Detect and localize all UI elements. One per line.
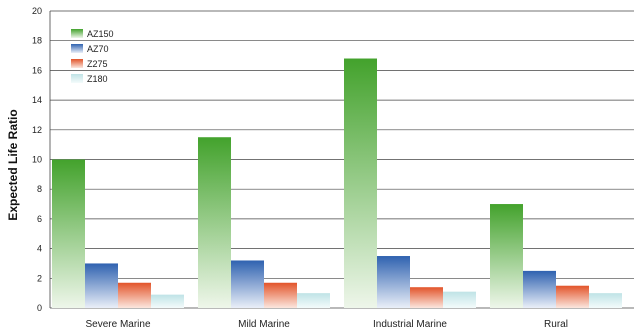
y-tick-label: 16 (32, 65, 42, 75)
y-tick-label: 20 (32, 6, 42, 16)
y-tick-label: 14 (32, 95, 42, 105)
bar-z180-mild-marine (297, 293, 330, 308)
legend: AZ150 AZ70 Z275 Z180 (71, 29, 114, 84)
legend-swatch-az70 (71, 44, 83, 53)
bar-az70-severe-marine (85, 263, 118, 308)
legend-swatch-az150 (71, 29, 83, 38)
legend-label-az70: AZ70 (87, 44, 109, 54)
y-tick-label: 0 (37, 303, 42, 313)
bar-az70-rural (523, 270, 556, 308)
y-tick-label: 18 (32, 36, 42, 46)
gridlines (50, 10, 634, 309)
y-tick-label: 12 (32, 125, 42, 135)
bar-z275-industrial-marine (410, 287, 443, 308)
bar-az70-mild-marine (231, 260, 264, 308)
bar-z180-industrial-marine (443, 291, 476, 308)
bar-z275-rural (556, 285, 589, 308)
category-label: Mild Marine (238, 319, 290, 330)
bar-az150-severe-marine (52, 159, 85, 308)
bar-az150-rural (490, 204, 523, 308)
legend-swatch-z275 (71, 59, 83, 68)
y-tick-label: 4 (37, 244, 42, 254)
y-tick-label: 6 (37, 214, 42, 224)
y-axis-title: Expected Life Ratio (6, 109, 20, 220)
legend-label-z275: Z275 (87, 59, 108, 69)
bar-z275-severe-marine (118, 282, 151, 308)
y-tick-label: 10 (32, 155, 42, 165)
bar-z275-mild-marine (264, 282, 297, 308)
y-tick-label: 2 (37, 273, 42, 283)
y-tick-label: 8 (37, 184, 42, 194)
y-tick-labels: 0 2 4 6 8 10 12 14 16 18 20 (32, 6, 42, 313)
category-label: Severe Marine (85, 319, 150, 330)
bar-az70-industrial-marine (377, 256, 410, 308)
category-label: Rural (544, 319, 568, 330)
bar-az150-industrial-marine (344, 58, 377, 308)
bar-z180-severe-marine (151, 294, 184, 308)
category-labels: Severe Marine Mild Marine Industrial Marin… (85, 319, 567, 330)
legend-swatch-z180 (71, 74, 83, 83)
category-label: Industrial Marine (373, 319, 447, 330)
legend-label-az150: AZ150 (87, 29, 114, 39)
legend-label-z180: Z180 (87, 74, 108, 84)
bar-az150-mild-marine (198, 137, 231, 308)
bars (52, 58, 622, 308)
bar-z180-rural (589, 293, 622, 308)
